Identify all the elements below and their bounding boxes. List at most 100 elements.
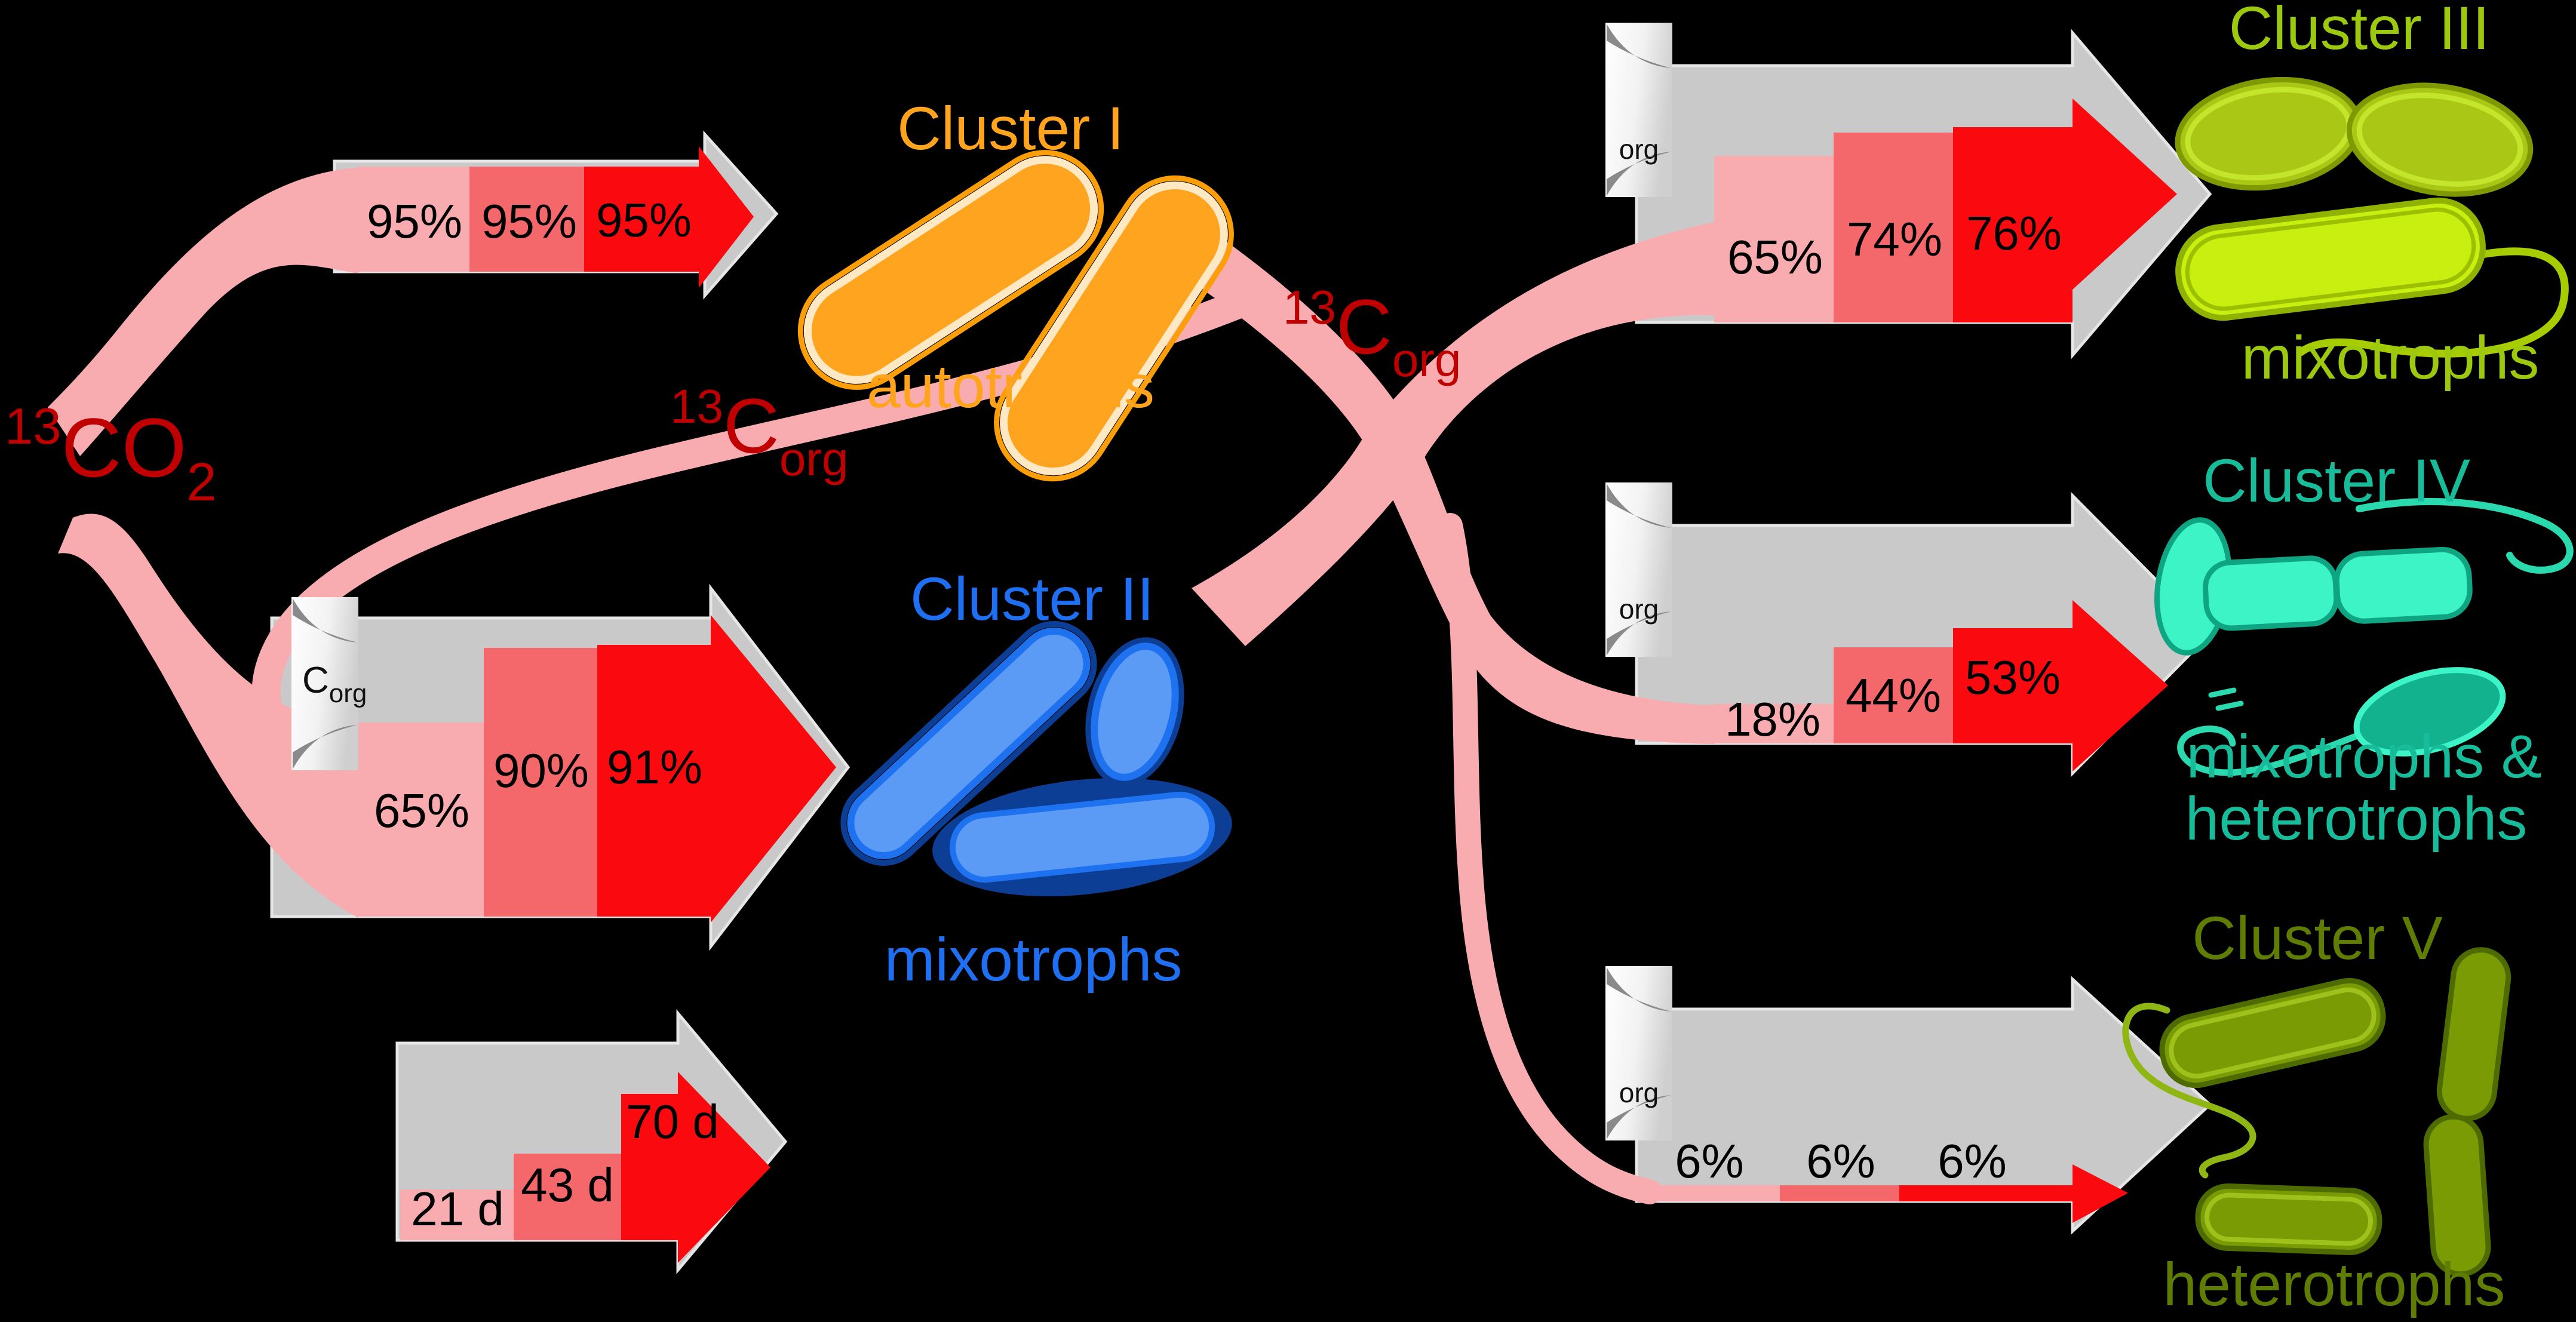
segments-cluster4 (1714, 600, 2168, 771)
value-c2-70d: 91% (607, 740, 702, 794)
value-c1-21d: 95% (367, 195, 462, 248)
bacterium-rod (2159, 977, 2386, 1089)
value-c3-21d: 65% (1727, 230, 1823, 284)
flow-cluster2-to-cluster3 (1192, 222, 1714, 646)
cluster2-trophic: mixotrophs (885, 926, 1183, 994)
page-label: org (1619, 134, 1659, 165)
segment-43d (514, 1154, 621, 1240)
flow-cluster1-to-cluster4 (1186, 236, 1714, 744)
page-label: org (1619, 1077, 1659, 1108)
cluster4-bacteria (2154, 498, 2574, 776)
segments-cluster5 (1637, 1164, 2128, 1223)
bacterium-rod (840, 621, 1097, 866)
segment-43d (1780, 1185, 1899, 1201)
cluster4-trophic-line2: heterotrophs (2185, 785, 2528, 853)
page-rect (1605, 23, 1672, 197)
legend-21d: 21 d (411, 1182, 504, 1235)
bacterium-rod (797, 150, 1104, 390)
flagellum (2356, 498, 2574, 574)
segment-43d (484, 648, 597, 917)
value-c5-43d: 6% (1806, 1135, 1875, 1188)
corg-left-label: 13Corg (670, 380, 849, 485)
value-c3-43d: 74% (1847, 213, 1942, 266)
page-curl-bottom (1607, 152, 1671, 196)
cluster1-title: Cluster I (897, 94, 1124, 162)
corg-page-icon-cluster4: org (1605, 482, 1672, 657)
cluster5-title: Cluster V (2192, 904, 2442, 972)
segment-21d (1714, 704, 1834, 743)
co2-label: 13CO2 (5, 398, 217, 512)
value-c2-21d: 65% (374, 784, 469, 837)
segment-43d (1834, 133, 1953, 322)
value-c4-43d: 44% (1846, 669, 1941, 722)
cluster2-bacteria (840, 621, 1232, 897)
red-arrowhead (2073, 600, 2168, 771)
page-curl-bottom (1607, 1095, 1671, 1139)
segment-21d (358, 167, 469, 272)
segment-70d (1899, 1185, 2073, 1201)
page-label: org (1619, 594, 1659, 625)
page-curl-bottom (1607, 611, 1671, 656)
value-c1-70d: 95% (596, 193, 692, 247)
bacterium-oval (1085, 637, 1184, 786)
bacterium-oval (2346, 82, 2534, 197)
page-curl-bottom (293, 725, 357, 769)
red-arrowhead (2073, 1164, 2128, 1223)
value-c5-70d: 6% (1938, 1135, 2007, 1188)
segment-43d (469, 167, 584, 272)
flagellum (2177, 725, 2364, 776)
segment-21d (358, 723, 484, 917)
bacterium-rod (994, 175, 1234, 482)
red-arrowhead (678, 1072, 770, 1263)
page-curl-top (1607, 24, 1671, 68)
corg-center-label: 13Corg (1283, 281, 1462, 386)
page-curl-top (1607, 484, 1671, 528)
page-curl-top (293, 598, 357, 642)
segment-43d (1834, 647, 1953, 743)
flagellum (2296, 247, 2569, 358)
page-rect (1605, 482, 1672, 657)
corg-page-icon-cluster3: org (1605, 23, 1672, 197)
red-arrowhead (699, 146, 754, 288)
flow-co2-to-cluster1 (48, 168, 358, 456)
segment-70d (584, 167, 699, 272)
value-c5-21d: 6% (1675, 1135, 1744, 1188)
bacterium-diplo-rod (2203, 546, 2473, 631)
corg-page-icon-cluster2: Corg (291, 597, 367, 770)
red-arrowhead (2073, 99, 2177, 290)
segments-cluster3 (1714, 99, 2177, 322)
corg-page-icon-cluster5: org (1605, 966, 1672, 1140)
bacterium-rod-vertical (2423, 1114, 2491, 1277)
page-rect (291, 597, 358, 770)
cluster5-bacteria (2122, 947, 2511, 1277)
value-c3-70d: 76% (1966, 207, 2062, 260)
segment-70d (1953, 628, 2073, 743)
flow-to-cluster5 (1438, 513, 1662, 1204)
segment-70d (597, 645, 711, 917)
flow-co2-to-cluster2 (58, 514, 358, 918)
flagellum (2122, 1003, 2256, 1179)
legend-43d: 43 d (521, 1158, 614, 1212)
segment-21d (1637, 1185, 1780, 1201)
value-c4-70d: 53% (1965, 651, 2061, 704)
cluster5-trophic: heterotrophs (2163, 1250, 2506, 1318)
value-c2-43d: 90% (493, 744, 589, 797)
pili-dashes (2208, 687, 2244, 711)
cluster1-trophic: autotrophs (867, 352, 1155, 420)
page-curl-top (1607, 967, 1671, 1012)
cluster1-bacteria (797, 150, 1234, 482)
value-c4-21d: 18% (1725, 693, 1820, 746)
segments-legend (400, 1072, 770, 1263)
cluster3-title: Cluster III (2229, 0, 2489, 62)
legend-70d: 70 d (626, 1095, 719, 1148)
segment-70d (621, 1094, 678, 1240)
segment-21d (400, 1189, 514, 1240)
bacterium-oval-dark (2353, 667, 2506, 757)
cluster2-title: Cluster II (910, 565, 1154, 633)
bacterium-rod-in-capsule (932, 777, 1232, 897)
cluster3-bacteria (2175, 76, 2569, 358)
segments-cluster2 (358, 615, 836, 923)
cluster4-trophic-line1: mixotrophs & (2186, 723, 2541, 791)
